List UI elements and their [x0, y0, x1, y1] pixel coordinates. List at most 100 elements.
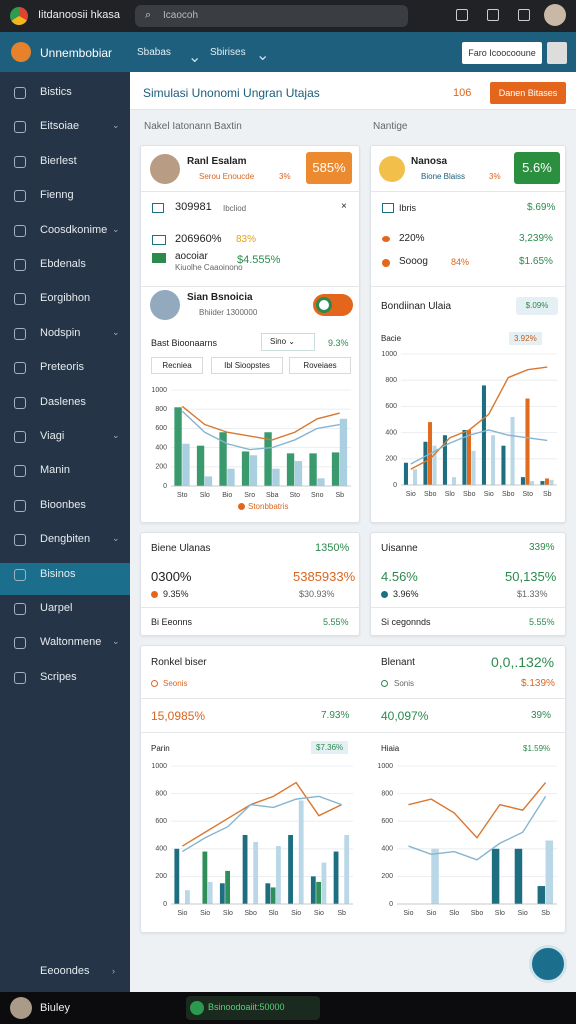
x-tick-label: Sro — [244, 492, 255, 499]
nav-item[interactable]: Viagi — [40, 430, 65, 442]
nav-item[interactable]: Manin — [40, 464, 70, 477]
chart: 0 200 400 600 800 1000 Sto Slo Bio Sro Sba Sto Sno Sb — [151, 387, 351, 499]
nav-item[interactable]: Nodspin — [40, 326, 81, 339]
bar — [423, 441, 428, 485]
icon[interactable] — [456, 9, 468, 21]
y-tick-label: 800 — [385, 377, 397, 384]
nav-icon — [14, 396, 26, 409]
subtitle-value: 3% — [279, 172, 291, 181]
nav-item[interactable]: Ebdenals — [40, 258, 86, 270]
select[interactable]: Sino ⌄ — [261, 333, 315, 351]
nav-item[interactable]: Bioonbes — [40, 498, 86, 511]
nav-item[interactable]: Bierlest — [40, 154, 77, 167]
nav-item[interactable]: Scripes — [40, 670, 77, 683]
big-value: 15,0985% — [151, 709, 206, 723]
bar — [452, 477, 457, 485]
nav-icon — [14, 465, 26, 478]
bar — [525, 398, 530, 485]
toggle[interactable] — [313, 294, 353, 316]
chart: 0 200 400 600 800 1000 Sio Sio Slo Sbo Slo Sio Sio Sb — [151, 763, 353, 917]
bar — [501, 445, 506, 485]
x-tick-label: Sb — [337, 910, 346, 917]
close[interactable]: × — [341, 201, 347, 212]
row-label: 309981 — [175, 201, 212, 213]
x-tick-label: Sio — [403, 910, 413, 917]
badge: 585% — [306, 152, 352, 184]
row-label: 206960% — [175, 233, 222, 245]
nav-item[interactable]: Dengbiten — [40, 533, 91, 546]
icon[interactable] — [487, 9, 499, 21]
avatar[interactable] — [544, 4, 566, 26]
avatar[interactable] — [547, 42, 567, 64]
primary-button[interactable]: Danen Bitases — [490, 82, 566, 104]
bar — [310, 876, 316, 904]
bar — [466, 429, 472, 485]
nav-item[interactable]: Sbabas — [137, 47, 171, 58]
bar — [431, 848, 439, 904]
nav-item[interactable]: Daslenes — [40, 395, 86, 408]
chart-badge: $7.36% — [311, 741, 349, 754]
x-tick-label: Sio — [200, 910, 210, 917]
y-tick-label: 1000 — [151, 387, 167, 394]
y-tick-label: 400 — [155, 846, 167, 853]
nav-item[interactable]: Bistics — [40, 86, 72, 98]
bar — [549, 479, 554, 485]
small-value: $1.33% — [517, 589, 548, 599]
select-text: Sino — [270, 337, 287, 346]
title: Uisanne — [381, 543, 418, 554]
footer-value: 5.55% — [529, 617, 555, 627]
nav-icon — [14, 637, 26, 650]
bar — [174, 407, 182, 486]
avatar — [10, 997, 32, 1019]
y-tick-label: 800 — [381, 790, 393, 797]
bar — [321, 862, 327, 904]
row-note: Kiuolhe Caaoinono — [175, 263, 243, 272]
button[interactable]: Roveiaes — [289, 357, 351, 374]
search-box[interactable]: ⌕ Icaocoh — [135, 5, 408, 27]
chip: $.09% — [516, 297, 558, 315]
button[interactable]: Ibl Sioopstes — [211, 357, 283, 374]
bar — [185, 890, 190, 904]
bar — [264, 432, 272, 486]
nav-item[interactable]: Eorgibhon — [40, 292, 91, 305]
bar — [462, 429, 467, 485]
nav-item[interactable]: Uarpel — [40, 602, 73, 614]
nav-item[interactable]: Bisinos — [40, 567, 76, 580]
legend-label: Stonbbatris — [248, 502, 289, 511]
x-tick-label: Slo — [200, 492, 210, 499]
nav-icon — [14, 431, 26, 443]
app-header: Unnembobiar Sbabas ⌄ Sbirises ⌄ Faro Ico… — [0, 32, 576, 72]
bar — [294, 461, 303, 486]
y-tick-label: 600 — [385, 403, 397, 410]
small-value: 3.96% — [393, 589, 419, 599]
bar — [544, 478, 550, 485]
header-button[interactable]: Faro Icoocooune — [462, 42, 542, 64]
nav-icon — [14, 568, 26, 581]
sidebar-bottom[interactable]: Eeoondes — [40, 965, 90, 977]
x-tick-label: Sb — [543, 491, 552, 498]
nav-icon — [14, 87, 26, 99]
nav-item[interactable]: Preteoris — [40, 361, 85, 374]
bar — [432, 445, 437, 485]
small-value: 9.35% — [163, 589, 189, 599]
nav-item[interactable]: Eitsoiae — [40, 120, 80, 133]
button[interactable]: Recniea — [151, 357, 203, 374]
section-label: Nakel Iatonann Baxtin — [144, 121, 242, 132]
nav-item[interactable]: Fienng — [40, 189, 74, 202]
icon — [379, 156, 405, 182]
bar — [491, 848, 500, 904]
nav-item[interactable]: Waltonmene — [40, 636, 102, 649]
nav-item[interactable]: Coosdkonime — [40, 223, 108, 236]
tab-title: Iitdanoosii hkasa — [38, 9, 120, 21]
x-tick-label: Slo — [449, 910, 459, 917]
help-button[interactable] — [529, 945, 567, 983]
icon[interactable] — [518, 9, 530, 21]
bar — [344, 835, 350, 904]
x-tick-label: Sio — [291, 910, 301, 917]
nav-icon — [14, 534, 26, 547]
card: Ranl Esalam Serou Enoucde 3% 585% 309981… — [140, 145, 361, 523]
nav-item[interactable]: Sbirises — [210, 47, 246, 58]
bar — [288, 835, 293, 904]
nav-icon — [14, 362, 26, 375]
